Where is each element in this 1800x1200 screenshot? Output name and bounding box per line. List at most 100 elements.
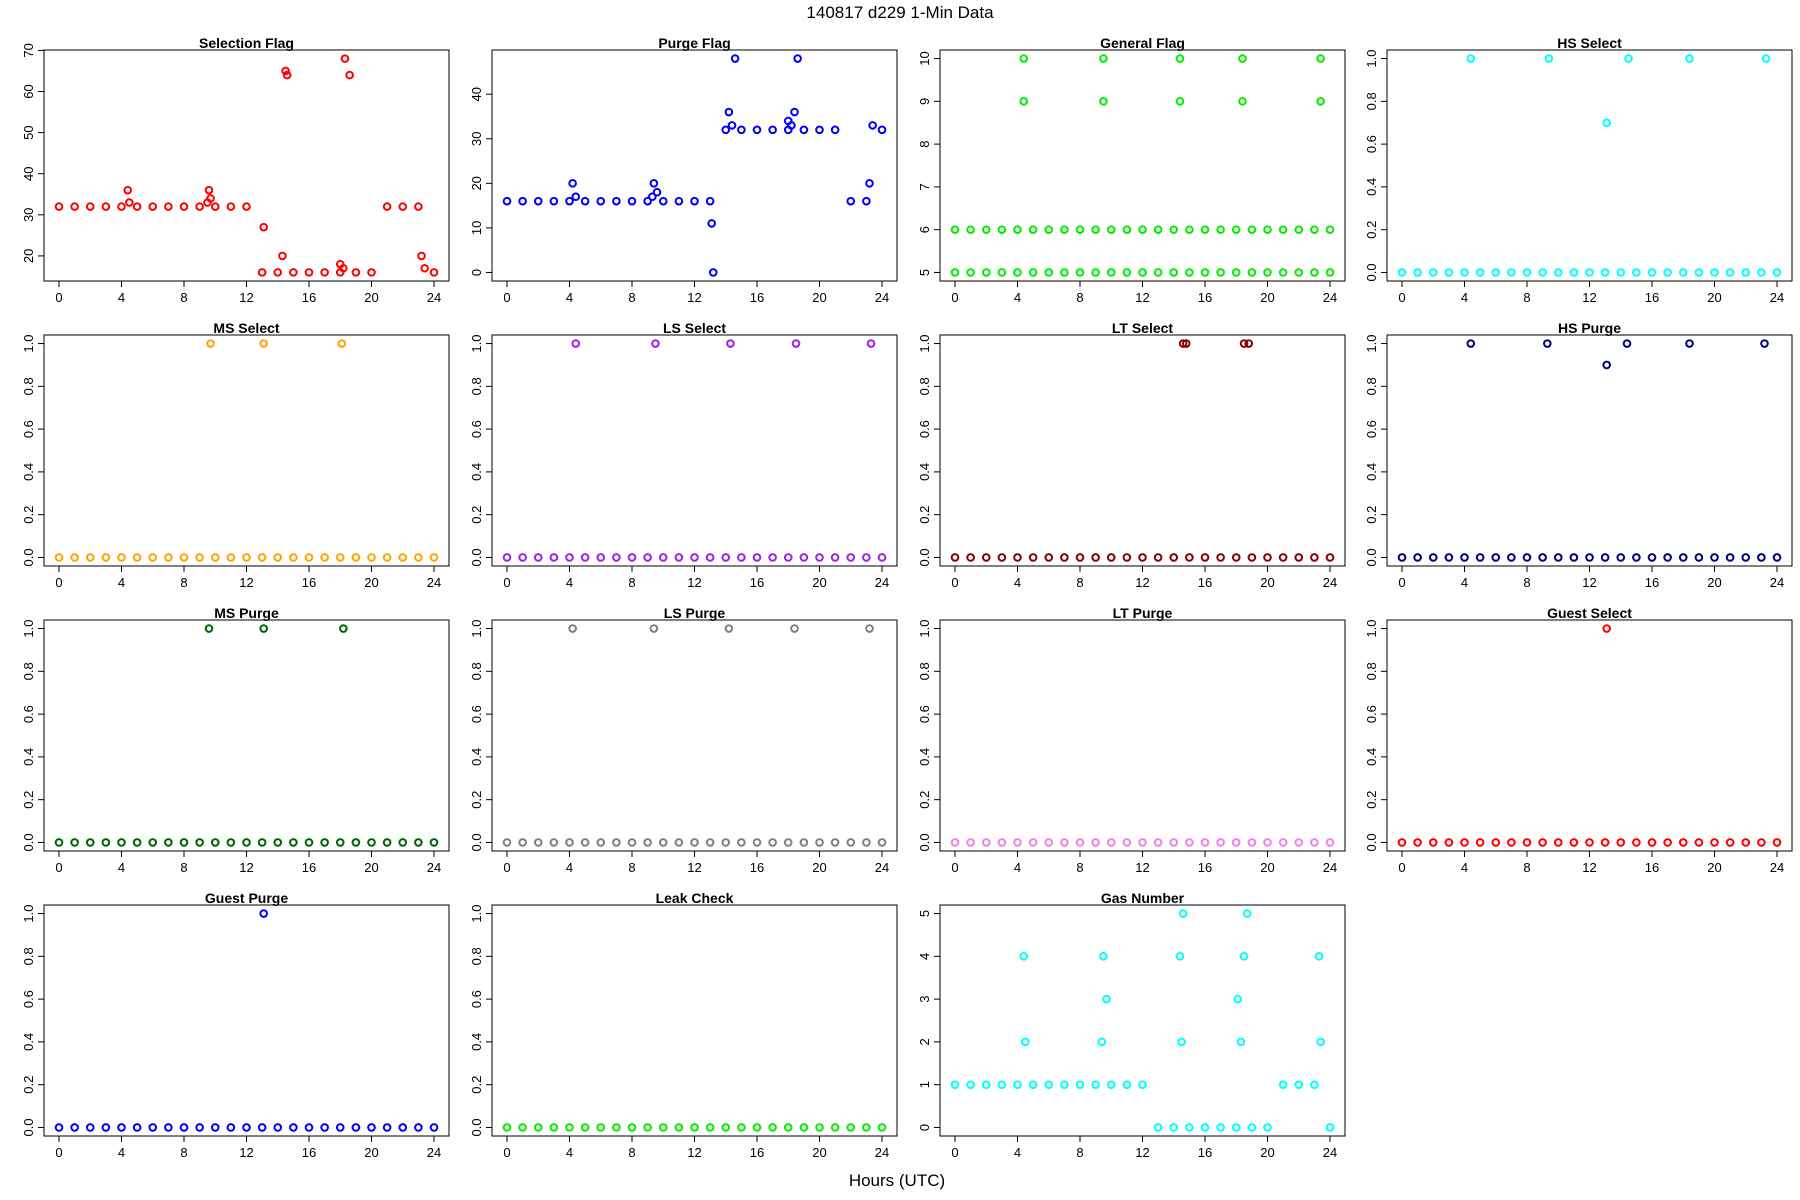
x-tick-label: 4 [1014, 1145, 1021, 1160]
x-tick-label: 24 [875, 860, 889, 875]
y-tick-label: 20 [21, 249, 36, 263]
x-tick-label: 4 [118, 860, 125, 875]
point [518, 196, 527, 206]
point [1231, 838, 1241, 847]
point [257, 553, 267, 562]
point [1538, 553, 1547, 562]
y-tick-label: 0.4 [1364, 463, 1379, 481]
panel: LT Purge 0 4 8 12 16 20 24 0.0 0.2 0.4 0.6 0.8 1.0 [917, 605, 1346, 875]
point [1725, 268, 1735, 277]
point [1242, 909, 1252, 918]
point [1294, 553, 1304, 562]
y-tick-label: 0.6 [469, 420, 484, 438]
point [1239, 952, 1249, 961]
y-tick-label: 3 [917, 995, 932, 1002]
point [1741, 553, 1751, 562]
x-tick-label: 12 [1135, 860, 1149, 875]
point [651, 339, 660, 348]
x-tick-label: 4 [1461, 290, 1468, 305]
point [612, 553, 621, 562]
point [705, 1123, 715, 1132]
x-tick-label: 20 [1260, 290, 1274, 305]
point [1491, 553, 1501, 562]
point [846, 553, 856, 562]
point [1444, 553, 1454, 562]
y-tick-label: 0.4 [21, 748, 36, 766]
point [1239, 339, 1249, 348]
x-tick-label: 16 [1198, 575, 1212, 590]
point [1678, 553, 1688, 562]
point [414, 202, 423, 211]
point [1044, 838, 1054, 847]
point [257, 1123, 267, 1132]
point [351, 838, 361, 847]
y-tick-label: 0.8 [1364, 662, 1379, 680]
x-tick-label: 20 [1707, 575, 1721, 590]
point [1200, 1123, 1210, 1132]
point [1013, 268, 1022, 277]
point [1663, 268, 1672, 277]
y-tick-label: 1.0 [917, 620, 932, 638]
point [737, 125, 746, 135]
point [195, 838, 204, 847]
point [565, 838, 574, 847]
point [101, 202, 111, 211]
point [85, 838, 95, 847]
point [1694, 268, 1704, 277]
x-tick-label: 16 [1645, 575, 1659, 590]
y-tick-label: 60 [21, 84, 36, 98]
point [1507, 553, 1516, 562]
point [1663, 553, 1672, 562]
point [179, 202, 189, 211]
point [1028, 1080, 1038, 1089]
y-tick-label: 0.2 [1364, 791, 1379, 809]
point [1106, 225, 1116, 234]
point [367, 553, 376, 562]
point [1491, 838, 1501, 847]
point [164, 553, 173, 562]
point [206, 194, 215, 203]
y-tick-label: 0.8 [1364, 92, 1379, 110]
point [737, 553, 746, 562]
point [1244, 339, 1254, 348]
plot-frame [939, 334, 1346, 567]
point [783, 1123, 793, 1132]
point [721, 1123, 731, 1132]
point [643, 1123, 652, 1132]
point [1632, 268, 1641, 277]
plot-frame [43, 619, 450, 852]
point [1772, 553, 1782, 562]
point [1543, 339, 1552, 348]
point [382, 553, 392, 562]
point [101, 1123, 111, 1132]
point [1185, 268, 1194, 277]
point [429, 1123, 439, 1132]
point [164, 1123, 173, 1132]
point [414, 1123, 423, 1132]
x-tick-label: 4 [118, 1145, 125, 1160]
point [242, 838, 251, 847]
x-tick-label: 12 [239, 290, 253, 305]
y-tick-label: 0.0 [917, 548, 932, 566]
point [1238, 54, 1247, 63]
point [721, 838, 731, 847]
y-tick-label: 0.8 [21, 377, 36, 395]
y-tick-label: 0.6 [469, 705, 484, 723]
point [1013, 553, 1022, 562]
point [877, 838, 887, 847]
point [429, 838, 439, 847]
point [1153, 553, 1163, 562]
x-tick-label: 0 [503, 860, 510, 875]
point [1091, 838, 1100, 847]
point [195, 1123, 204, 1132]
x-tick-label: 16 [1198, 1145, 1212, 1160]
point [1325, 1123, 1335, 1132]
y-tick-label: 10 [917, 51, 932, 65]
x-tick-label: 12 [239, 1145, 253, 1160]
point [414, 553, 423, 562]
y-tick-label: 0.4 [917, 463, 932, 481]
x-tick-label: 4 [566, 575, 573, 590]
point [1663, 838, 1672, 847]
point [320, 838, 329, 847]
